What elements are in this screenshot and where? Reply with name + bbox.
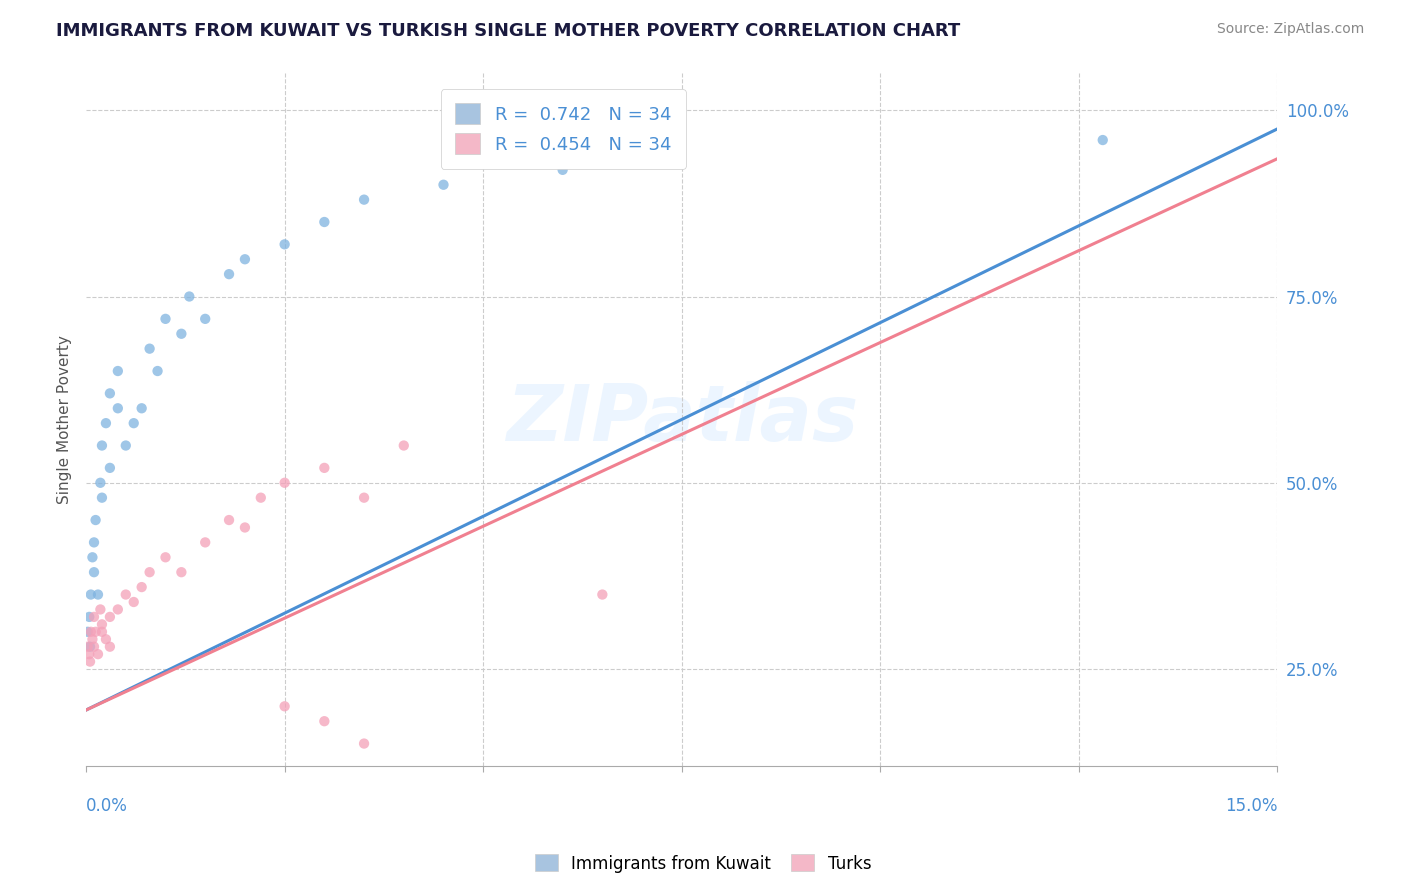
Point: [83, 535, 105, 549]
Point: [107, 602, 129, 616]
Point: [353, 737, 375, 751]
Text: IMMIGRANTS FROM KUWAIT VS TURKISH SINGLE MOTHER POVERTY CORRELATION CHART: IMMIGRANTS FROM KUWAIT VS TURKISH SINGLE…: [56, 22, 960, 40]
Point: [83, 610, 105, 624]
Point: [194, 311, 217, 326]
Point: [314, 461, 336, 475]
Point: [353, 193, 375, 207]
Point: [82, 550, 104, 565]
Point: [87, 588, 110, 602]
Y-axis label: Single Mother Poverty: Single Mother Poverty: [58, 335, 72, 504]
Point: [83, 565, 105, 579]
Point: [80, 588, 103, 602]
Point: [114, 588, 136, 602]
Point: [89, 602, 111, 616]
Point: [146, 364, 169, 378]
Point: [114, 438, 136, 452]
Legend: Immigrants from Kuwait, Turks: Immigrants from Kuwait, Turks: [527, 847, 879, 880]
Point: [138, 342, 160, 356]
Point: [233, 520, 256, 534]
Point: [551, 162, 574, 177]
Point: [91, 491, 114, 505]
Point: [84, 624, 107, 639]
Point: [273, 237, 295, 252]
Point: [76, 624, 98, 639]
Point: [591, 588, 613, 602]
Text: ZIPatlas: ZIPatlas: [506, 382, 858, 458]
Point: [79, 640, 101, 654]
Point: [218, 513, 240, 527]
Point: [82, 632, 104, 647]
Point: [98, 640, 121, 654]
Point: [138, 565, 160, 579]
Point: [353, 491, 375, 505]
Point: [314, 714, 336, 729]
Point: [76, 640, 98, 654]
Point: [77, 647, 100, 661]
Point: [107, 401, 129, 416]
Point: [77, 610, 100, 624]
Point: [91, 624, 114, 639]
Point: [314, 215, 336, 229]
Point: [218, 267, 240, 281]
Text: Source: ZipAtlas.com: Source: ZipAtlas.com: [1216, 22, 1364, 37]
Point: [94, 416, 117, 430]
Point: [84, 513, 107, 527]
Point: [122, 595, 145, 609]
Point: [273, 699, 295, 714]
Point: [98, 386, 121, 401]
Point: [91, 438, 114, 452]
Point: [155, 550, 177, 565]
Point: [233, 252, 256, 267]
Point: [179, 289, 201, 303]
Point: [94, 632, 117, 647]
Point: [131, 401, 153, 416]
Text: 0.0%: 0.0%: [86, 797, 128, 815]
Point: [98, 461, 121, 475]
Point: [87, 647, 110, 661]
Point: [91, 617, 114, 632]
Point: [89, 475, 111, 490]
Point: [249, 491, 271, 505]
Point: [194, 535, 217, 549]
Point: [79, 655, 101, 669]
Point: [432, 178, 454, 192]
Point: [83, 640, 105, 654]
Text: 15.0%: 15.0%: [1225, 797, 1278, 815]
Point: [170, 565, 193, 579]
Point: [1091, 133, 1114, 147]
Point: [273, 475, 295, 490]
Point: [170, 326, 193, 341]
Legend: R =  0.742   N = 34, R =  0.454   N = 34: R = 0.742 N = 34, R = 0.454 N = 34: [440, 89, 686, 169]
Point: [122, 416, 145, 430]
Point: [155, 311, 177, 326]
Point: [98, 610, 121, 624]
Point: [80, 624, 103, 639]
Point: [131, 580, 153, 594]
Point: [107, 364, 129, 378]
Point: [392, 438, 415, 452]
